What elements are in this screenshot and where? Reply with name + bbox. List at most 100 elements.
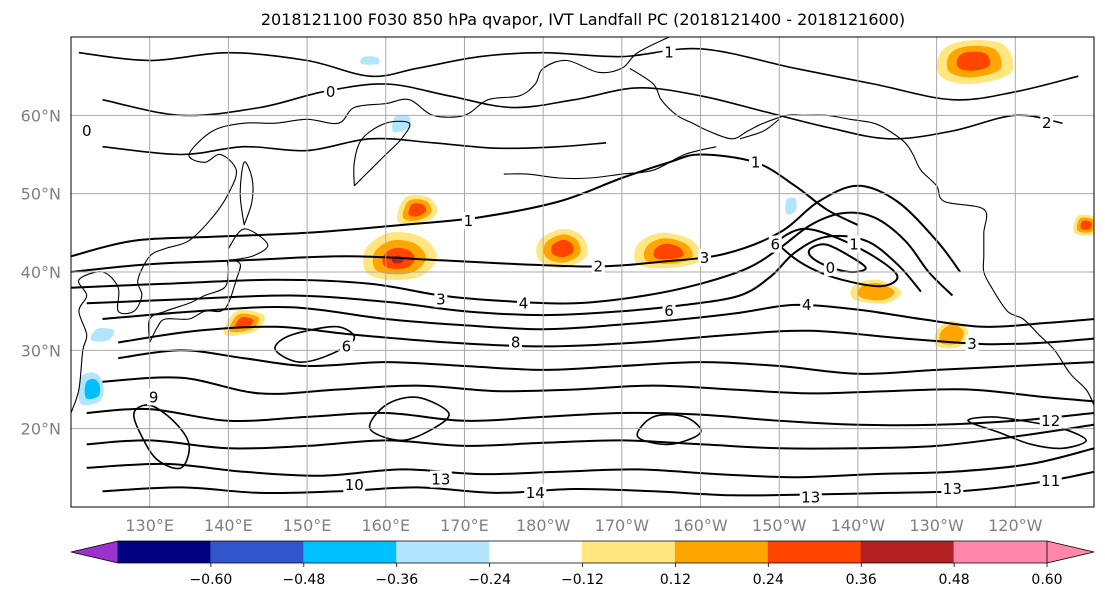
x-tick-label: 140°W (831, 516, 886, 535)
contour-line (777, 227, 899, 288)
colorbar-tick-label: 0.60 (1031, 572, 1062, 588)
anomaly-blob (939, 324, 964, 345)
contour-label: 11 (1041, 472, 1060, 490)
contour-line (102, 303, 1094, 331)
contour-label-bg (662, 302, 676, 320)
anomaly-blob (956, 51, 991, 71)
anomaly-blob (1080, 220, 1092, 230)
colorbar-tick-label: −0.12 (561, 572, 604, 588)
contour-label: 1 (751, 153, 761, 171)
anomaly-blob (84, 379, 101, 400)
colorbar-tick-label: 0.12 (660, 572, 691, 588)
contour-label: 3 (700, 249, 710, 267)
anomaly-blob (360, 56, 380, 65)
contour-label-bg (941, 479, 964, 497)
y-tick-label: 20°N (21, 420, 61, 439)
chart-title: 2018121100 F030 850 hPa qvapor, IVT Land… (261, 10, 905, 29)
contour-label: 0 (826, 259, 836, 277)
x-tick-label: 170°W (595, 516, 650, 535)
contour-line (86, 407, 1094, 427)
contour-label-bg (524, 483, 547, 501)
contour-label-bg (591, 257, 605, 275)
contour-label-bg (434, 290, 448, 308)
gridlines (71, 37, 1094, 507)
contour-label: 6 (342, 337, 352, 355)
x-tick-label: 130°W (909, 516, 964, 535)
anomaly-blob (785, 197, 797, 215)
colorbar-segment (953, 541, 1048, 563)
contour-label: 6 (771, 236, 781, 254)
colorbar-tick-label: −0.48 (282, 572, 325, 588)
contour-label: 6 (664, 302, 674, 320)
y-axis: 20°N 30°N 40°N 50°N 60°N (21, 106, 61, 438)
y-tick-label: 40°N (21, 263, 61, 282)
contour-line (71, 184, 962, 273)
contour-label: 14 (526, 484, 545, 502)
coastline (629, 67, 1094, 406)
anomaly-blob (653, 243, 684, 260)
contour-label-bg (799, 488, 822, 506)
contour-label-bg (800, 295, 814, 313)
contour-label-bg (847, 235, 861, 253)
contour-lines (71, 47, 1094, 497)
contour-line (274, 325, 356, 363)
contour-label: 9 (149, 388, 159, 406)
contour-label-bg (1039, 472, 1062, 490)
contour-label: 3 (436, 290, 446, 308)
contour-label: 8 (511, 334, 521, 352)
contour-label-bg (509, 333, 523, 351)
contour-label-bg (324, 82, 338, 100)
contour-label-bg (339, 337, 353, 355)
coastline (739, 118, 780, 140)
y-tick-label: 30°N (21, 341, 61, 360)
contour-label: 0 (82, 122, 92, 140)
contour-label-bg (516, 294, 530, 312)
colorbar: −0.60 −0.48 −0.36 −0.24 −0.12 0.12 0.24 0.36 0.4… (70, 540, 1095, 588)
contour-label-bg (697, 248, 711, 266)
map-frame (70, 36, 1095, 508)
contour-line (71, 211, 954, 305)
coastline (227, 228, 269, 261)
anomaly-blob (392, 114, 411, 133)
colorbar-segment (489, 541, 583, 563)
colorbar-tick-label: −0.60 (189, 572, 232, 588)
contour-label: 2 (593, 258, 603, 276)
colorbar-tick-label: 0.36 (846, 572, 877, 588)
contour-line (86, 447, 1094, 479)
colorbar-tick-label: 0.48 (939, 572, 970, 588)
contour-line (132, 404, 191, 470)
x-tick-label: 120°W (988, 516, 1043, 535)
coastline (239, 161, 254, 226)
colorbar-segment (674, 541, 769, 563)
contour-line (967, 416, 1087, 450)
contour-label-bg (662, 43, 676, 61)
x-tick-label: 140°E (204, 516, 253, 535)
x-tick-label: 170°E (440, 516, 489, 535)
x-tick-label: 130°E (125, 516, 174, 535)
contour-label-bg (1040, 114, 1054, 132)
coastline (353, 120, 411, 187)
contour-label: 10 (345, 476, 364, 494)
colorbar-tick-label: 0.24 (753, 572, 784, 588)
contour-line (86, 423, 1094, 450)
contour-label-bg (1039, 411, 1062, 429)
contour-label: 12 (1041, 412, 1060, 430)
contour-line (78, 47, 1079, 101)
contour-label-bg (80, 122, 94, 139)
contour-line (118, 349, 1094, 375)
x-tick-label: 160°W (673, 516, 728, 535)
colorbar-segment (860, 541, 955, 563)
anomaly-blob (235, 317, 254, 329)
anomaly-blob (408, 203, 427, 217)
x-axis: 130°E 140°E 150°E 160°E 170°E 180°W 170°W 160°W… (125, 516, 1042, 535)
contour-label: 13 (801, 489, 820, 507)
contour-label: 1 (849, 236, 859, 254)
contour-label-bg (461, 212, 475, 230)
contour-label: 4 (519, 294, 529, 312)
colorbar-segment (210, 541, 305, 563)
colorbar-extend-min (70, 540, 119, 564)
colorbar-tick-label: −0.36 (375, 572, 418, 588)
